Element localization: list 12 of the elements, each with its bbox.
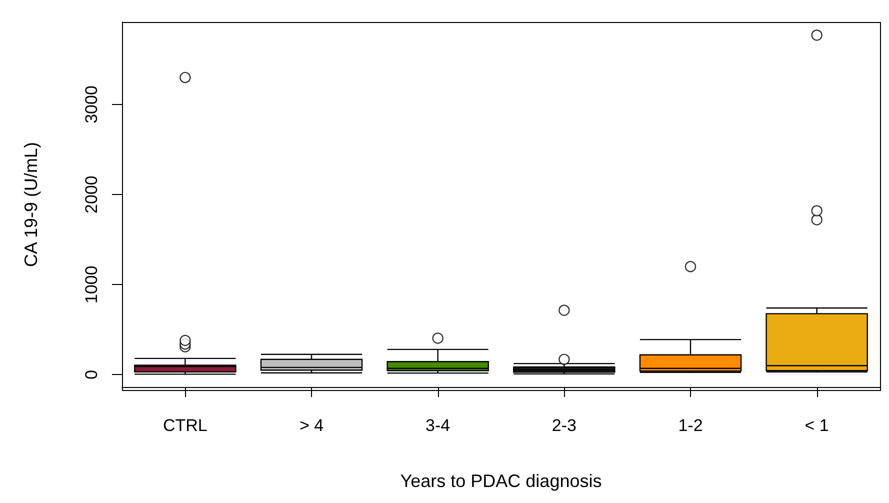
x-tick-label: 1-2	[678, 416, 703, 435]
y-tick-label: 0	[82, 370, 101, 380]
y-tick-label: 2000	[82, 176, 101, 214]
x-axis-title: Years to PDAC diagnosis	[400, 471, 602, 491]
x-tick-label: 3-4	[426, 416, 450, 435]
y-tick-label: 3000	[82, 86, 101, 124]
x-tick-label: < 1	[804, 416, 829, 435]
x-tick-label: CTRL	[162, 416, 208, 435]
y-axis-title: CA 19-9 (U/mL)	[21, 142, 41, 268]
x-tick-label: 2-3	[552, 416, 576, 435]
x-tick-label: > 4	[299, 416, 324, 435]
y-tick-label: 1000	[82, 266, 101, 304]
